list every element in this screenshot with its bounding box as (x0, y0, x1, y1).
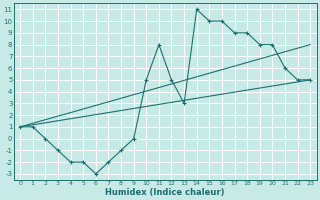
X-axis label: Humidex (Indice chaleur): Humidex (Indice chaleur) (106, 188, 225, 197)
